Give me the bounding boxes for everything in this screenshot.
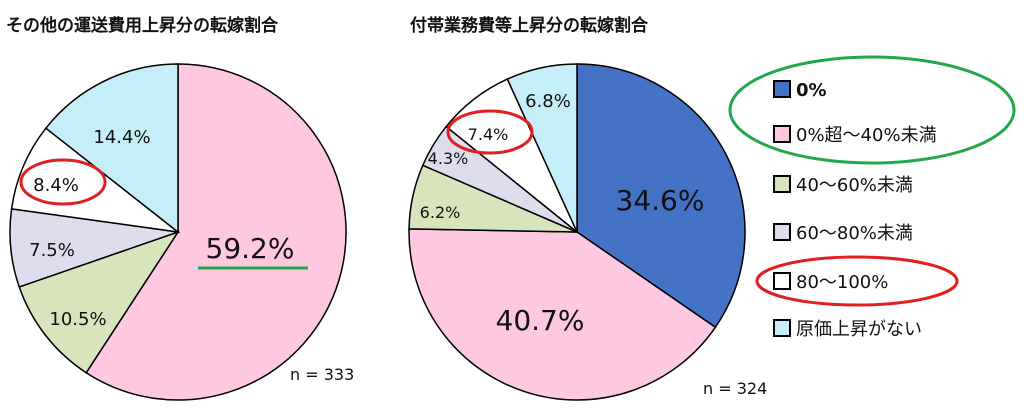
chart-right-title: 付帯業務費等上昇分の転嫁割合 — [410, 15, 649, 36]
legend-swatch-up-to-40 — [773, 125, 791, 143]
chart-0-data-label-up-to-40: 59.2% — [206, 232, 295, 265]
chart-left: その他の運送費用上昇分の転嫁割合 59.2% 10.5% 7.5% 8.4% 14.4%… — [6, 15, 354, 401]
chart-left-pie: 59.2% 10.5% 7.5% 8.4% 14.4% — [9, 63, 347, 401]
legend-item-no-increase: 原価上昇がない — [773, 319, 922, 340]
legend-highlight-green-ellipse — [728, 55, 1016, 165]
chart-1-data-label-up-to-40: 40.7% — [496, 304, 585, 337]
chart-1-slice-no-increase — [506, 63, 578, 233]
chart-1-data-label-60-80: 4.3% — [428, 149, 469, 168]
chart-1-slice-zero — [576, 63, 746, 329]
legend-item-up-to-40: 0%超～40%未満 — [773, 125, 937, 146]
chart-1-slice-up-to-40 — [408, 228, 717, 401]
chart-right-n-label: n = 324 — [703, 379, 767, 398]
legend-label-60-80: 60～80%未満 — [796, 223, 913, 244]
chart-right-pie: 34.6% 40.7% 6.2% 4.3% 7.4% 6.8% — [408, 63, 746, 401]
chart-0-slice-40-60 — [18, 230, 180, 374]
chart-0-highlight-circle — [19, 158, 107, 206]
chart-1-data-label-80-100: 7.4% — [468, 125, 509, 144]
legend-label-no-increase: 原価上昇がない — [796, 319, 922, 340]
legend-highlight-red-ellipse — [755, 255, 959, 307]
chart-1-highlight-circle — [446, 109, 534, 155]
chart-left-title: その他の運送費用上昇分の転嫁割合 — [6, 15, 279, 36]
legend-label-up-to-40: 0%超～40%未満 — [796, 125, 937, 146]
chart-1-data-label-no-increase: 6.8% — [525, 91, 571, 112]
legend-label-zero: 0% — [796, 80, 827, 101]
legend: 0% 0%超～40%未満 40～60%未満 60～80%未満 80～100% 原価上昇がな… — [728, 55, 1016, 340]
chart-1-data-label-40-60: 6.2% — [420, 203, 461, 222]
legend-item-60-80: 60～80%未満 — [773, 223, 913, 244]
chart-0-data-label-40-60: 10.5% — [49, 309, 106, 330]
chart-1-data-label-zero: 34.6% — [616, 184, 705, 217]
chart-0-data-label-80-100: 8.4% — [33, 175, 79, 196]
legend-item-40-60: 40～60%未満 — [773, 175, 913, 196]
legend-swatch-60-80 — [773, 223, 791, 241]
chart-0-data-label-60-80: 7.5% — [29, 240, 75, 261]
chart-0-slice-80-100 — [10, 127, 181, 234]
chart-0-slice-no-increase — [44, 63, 179, 234]
legend-swatch-no-increase — [773, 319, 791, 337]
chart-right: 付帯業務費等上昇分の転嫁割合 34.6% 40.7% 6.2% 4.3% 7.4% 6.8… — [408, 15, 767, 401]
legend-label-80-100: 80～100% — [796, 272, 888, 293]
legend-swatch-zero — [773, 80, 791, 98]
chart-0-data-label-no-increase: 14.4% — [93, 127, 150, 148]
legend-item-zero: 0% — [773, 80, 827, 101]
chart-left-n-label: n = 333 — [290, 365, 354, 384]
legend-swatch-80-100 — [773, 272, 791, 290]
legend-label-40-60: 40～60%未満 — [796, 175, 913, 196]
chart-0-slice-up-to-40 — [85, 63, 347, 401]
legend-swatch-40-60 — [773, 175, 791, 193]
legend-item-80-100: 80～100% — [773, 272, 888, 293]
